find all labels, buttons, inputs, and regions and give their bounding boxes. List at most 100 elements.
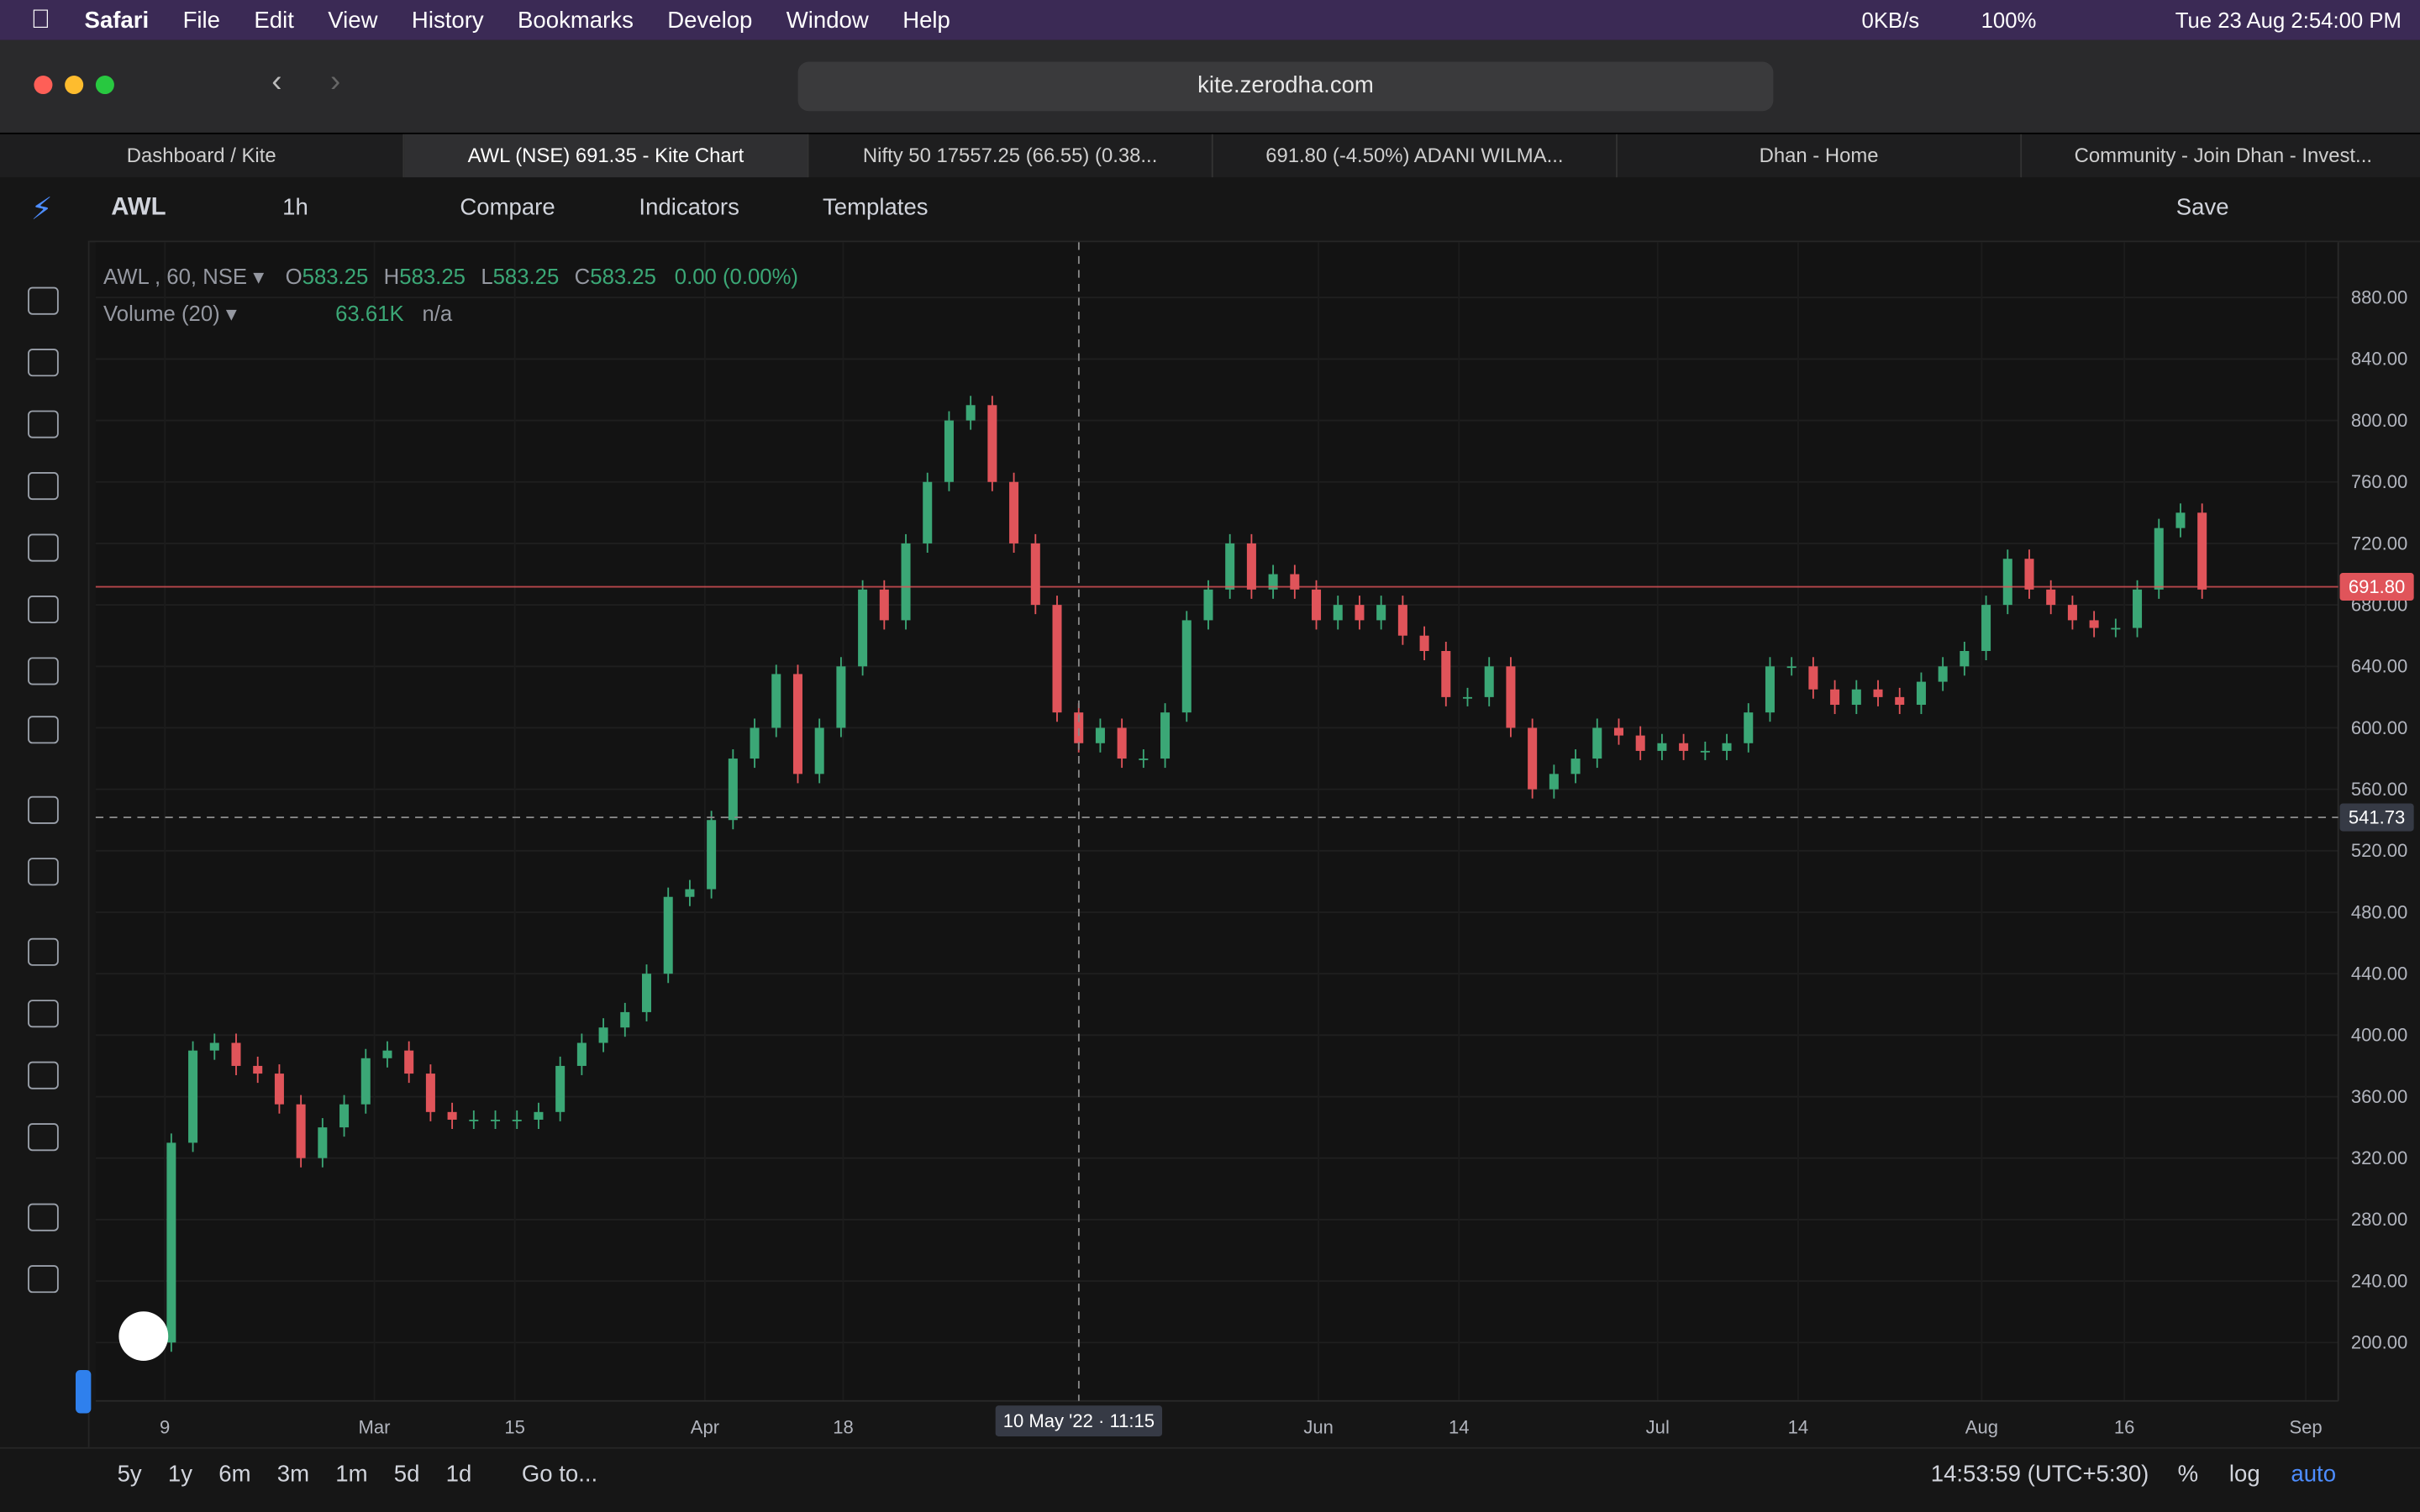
templates-button[interactable]: Templates	[822, 194, 929, 221]
candle-body	[447, 1111, 457, 1120]
menu-item[interactable]: Edit	[234, 7, 293, 34]
candle-body	[1613, 727, 1623, 736]
forward-button[interactable]: ›	[330, 65, 341, 99]
tool-icon[interactable]	[28, 472, 59, 501]
browser-tab[interactable]: Dashboard / Kite	[0, 134, 405, 178]
menu-item[interactable]: Bookmarks	[497, 7, 634, 34]
minimize-button[interactable]	[65, 76, 84, 95]
candle-body	[901, 543, 911, 621]
candle-body	[1225, 543, 1235, 590]
menu-item[interactable]: Help	[882, 7, 950, 34]
candle-body	[1419, 635, 1429, 651]
tool-icon[interactable]	[28, 1203, 59, 1231]
candle-body	[1873, 689, 1883, 697]
y-tick-label: 400.00	[2351, 1025, 2407, 1046]
tool-icon[interactable]	[28, 1265, 59, 1294]
goto-button[interactable]: Go to...	[521, 1461, 598, 1488]
candle-body	[425, 1074, 435, 1112]
volume-label[interactable]: Volume (20)	[103, 301, 220, 326]
menu-item[interactable]: History	[392, 7, 484, 34]
tool-icon[interactable]	[28, 1123, 59, 1152]
close-button[interactable]	[34, 76, 53, 95]
candle-body	[2175, 512, 2186, 528]
scale-option[interactable]: auto	[2291, 1461, 2337, 1488]
tool-icon[interactable]	[28, 286, 59, 315]
save-button[interactable]: Save	[2175, 194, 2229, 221]
range-button[interactable]: 5y	[117, 1461, 142, 1488]
back-button[interactable]: ‹	[271, 65, 282, 99]
candle-body	[296, 1104, 306, 1158]
menu-items: File Edit View History Bookmarks Develop Windo…	[183, 7, 985, 33]
menu-item[interactable]: Develop	[647, 7, 752, 34]
tool-icon[interactable]	[28, 858, 59, 886]
tool-icon[interactable]	[28, 533, 59, 562]
candle-body	[1139, 759, 1149, 760]
browser-tab[interactable]: 691.80 (-4.50%) ADANI WILMA...	[1213, 134, 1618, 178]
interval-button[interactable]: 1h	[282, 194, 308, 221]
candle-body	[1657, 743, 1667, 751]
menu-item[interactable]: File	[163, 7, 220, 34]
legend-volume: Volume (20) ▾ 63.61K n/a	[103, 301, 453, 326]
candle-body	[1981, 605, 1991, 651]
tab-bar: Dashboard / Kite AWL (NSE) 691.35 - Kite …	[0, 132, 2420, 178]
candle-body	[1960, 650, 1970, 667]
tool-icon[interactable]	[28, 410, 59, 438]
side-panel-toggle	[76, 1370, 92, 1414]
x-tick-label: 14	[1788, 1416, 1809, 1437]
menu-bar:  Safari File Edit View History Bookmarks Dev…	[0, 0, 2420, 40]
browser-tab[interactable]: Community - Join Dhan - Invest...	[2022, 134, 2420, 177]
app-name[interactable]: Safari	[65, 7, 150, 34]
time-zone-clock: 14:53:59 (UTC+5:30)	[1930, 1461, 2149, 1488]
menu-item[interactable]: Window	[766, 7, 869, 34]
range-button[interactable]: 1m	[335, 1461, 368, 1488]
tool-icon[interactable]	[28, 716, 59, 744]
x-tick-label: Sep	[2289, 1416, 2322, 1437]
y-tick-label: 200.00	[2351, 1332, 2407, 1353]
candle-body	[1030, 543, 1040, 606]
browser-tab[interactable]: Dhan - Home	[1618, 134, 2023, 178]
candle-body	[2197, 512, 2207, 590]
ohlc-value: 583.25	[590, 264, 656, 289]
menu-item[interactable]: View	[308, 7, 377, 34]
apple-menu[interactable]: 	[31, 5, 50, 36]
candle-body	[663, 896, 673, 974]
scale-option[interactable]: log	[2228, 1461, 2260, 1488]
indicators-button[interactable]: Indicators	[639, 194, 739, 221]
compare-button[interactable]: Compare	[460, 194, 555, 221]
legend-series[interactable]: AWL , 60, NSE	[103, 264, 248, 289]
symbol-search[interactable]: AWL	[111, 194, 166, 221]
tool-icon[interactable]	[28, 349, 59, 377]
candle-body	[555, 1065, 566, 1112]
tool-icon[interactable]	[28, 657, 59, 685]
volume-value: 63.61K	[335, 301, 404, 326]
candle-body	[2154, 528, 2164, 590]
scale-option[interactable]: %	[2177, 1461, 2199, 1488]
browser-tab[interactable]: Nifty 50 17557.25 (66.55) (0.38...	[808, 134, 1213, 178]
tool-icon[interactable]	[28, 595, 59, 624]
candle-body	[576, 1042, 587, 1066]
candle-body	[1592, 727, 1602, 759]
range-button[interactable]: 1d	[445, 1461, 472, 1488]
browser-tab[interactable]: AWL (NSE) 691.35 - Kite Chart	[404, 134, 809, 178]
tool-icon[interactable]	[28, 1061, 59, 1089]
candle-body	[944, 420, 954, 482]
y-tick-label: 760.00	[2351, 471, 2407, 492]
address-bar[interactable]: kite.zerodha.com	[797, 61, 1774, 112]
tool-icon[interactable]	[28, 937, 59, 966]
tool-icon[interactable]	[28, 1000, 59, 1028]
candle-body	[2089, 620, 2099, 628]
y-tick-label: 880.00	[2351, 287, 2407, 308]
range-button[interactable]: 3m	[276, 1461, 310, 1488]
candle-body	[1528, 727, 1538, 790]
zoom-button[interactable]	[95, 76, 114, 95]
range-button[interactable]: 1y	[167, 1461, 193, 1488]
y-tick-label: 360.00	[2351, 1086, 2407, 1107]
tool-icon[interactable]	[28, 795, 59, 824]
candle-body	[707, 820, 717, 890]
clock[interactable]: Tue 23 Aug 2:54:00 PM	[2175, 8, 2402, 33]
candle-body	[360, 1058, 371, 1105]
range-button[interactable]: 5d	[393, 1461, 420, 1488]
range-button[interactable]: 6m	[218, 1461, 251, 1488]
last-price-label: 691.80	[2349, 576, 2405, 597]
